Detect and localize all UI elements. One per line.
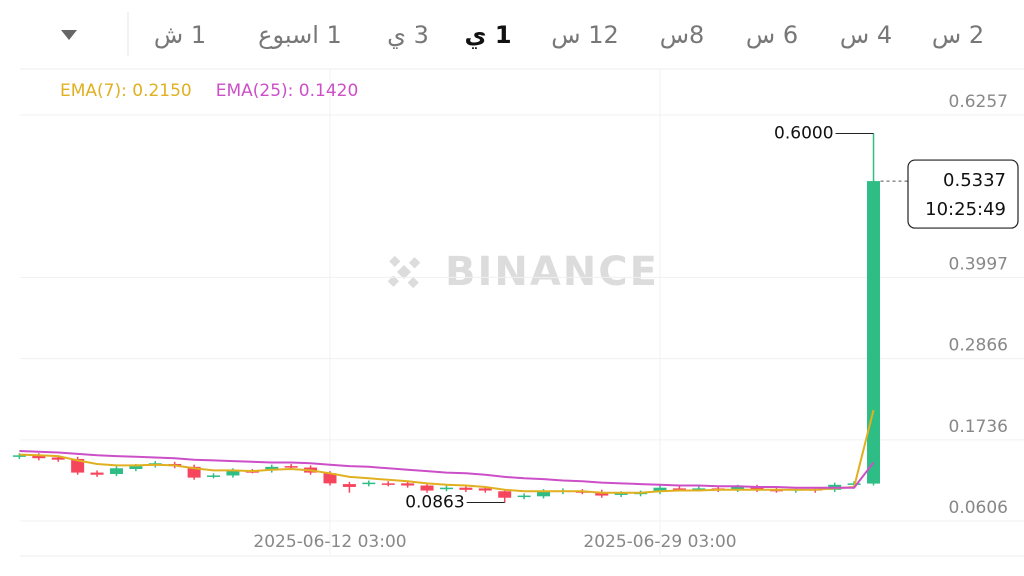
y-tick-label: 0.6257: [949, 92, 1008, 112]
x-tick-label: 2025-06-12 03:00: [253, 532, 406, 552]
timeframe-tab[interactable]: 12 س: [551, 21, 618, 49]
candle-body: [498, 491, 512, 498]
candle-body: [381, 483, 395, 485]
candle-body: [439, 487, 453, 490]
y-tick-label: 0.1736: [949, 417, 1008, 437]
candle-body: [595, 491, 609, 496]
candle-body: [750, 486, 764, 490]
candle-body: [478, 488, 492, 491]
candle-body: [129, 466, 143, 469]
candle-body: [692, 488, 706, 490]
candle-body: [614, 493, 628, 495]
x-tick-label: 2025-06-29 03:00: [583, 532, 736, 552]
candle-body: [323, 473, 337, 484]
y-tick-label: 0.2866: [949, 336, 1008, 356]
y-tick-label: 0.3997: [949, 254, 1008, 274]
candle-body: [362, 482, 376, 485]
candle-body: [109, 468, 123, 475]
candle-body: [187, 466, 201, 478]
candle-body: [90, 472, 104, 475]
ema-line: [19, 409, 875, 494]
candle-body: [265, 466, 279, 471]
candle-body: [420, 485, 434, 491]
countdown: 10:25:49: [925, 199, 1006, 220]
candle-body: [537, 491, 551, 497]
candle-body: [401, 483, 415, 486]
timeframe-tab[interactable]: 1 ش: [154, 21, 206, 49]
y-tick-label: 0.0606: [949, 498, 1008, 518]
timeframe-tab[interactable]: 4 س: [840, 21, 892, 49]
candle-body: [672, 488, 686, 490]
timeframe-tab[interactable]: 8س: [660, 21, 705, 49]
watermark-text: BINANCE: [445, 249, 659, 295]
candle-body: [207, 475, 221, 477]
timeframe-tab[interactable]: 1 اسبوع: [258, 21, 342, 49]
last-price: 0.5337: [943, 170, 1006, 191]
candle-body: [867, 181, 881, 484]
candle-body: [12, 455, 26, 457]
last-price-box: [907, 159, 1019, 229]
ema-line: [19, 450, 875, 489]
legend-entry: EMA(7): 0.2150: [60, 81, 192, 101]
timeframe-tab[interactable]: 2 س: [932, 21, 984, 49]
legend-entry: EMA(25): 0.1420: [216, 81, 359, 101]
candle-body: [71, 458, 85, 473]
high-label: 0.6000: [774, 123, 833, 143]
dropdown-arrow[interactable]: [61, 30, 77, 40]
candle-body: [226, 470, 240, 476]
timeframe-tab[interactable]: 3 ي: [387, 21, 429, 49]
candle-body: [51, 457, 65, 460]
candle-body: [284, 466, 298, 468]
candle-body: [32, 455, 46, 459]
timeframe-tab[interactable]: 1 ي: [464, 21, 511, 49]
candle-body: [731, 486, 745, 490]
candle-body: [517, 495, 531, 498]
candle-body: [459, 487, 473, 490]
candle-body: [342, 484, 356, 487]
low-label: 0.0863: [405, 493, 464, 513]
timeframe-tab[interactable]: 6 س: [746, 21, 798, 49]
candle-body: [653, 487, 667, 492]
